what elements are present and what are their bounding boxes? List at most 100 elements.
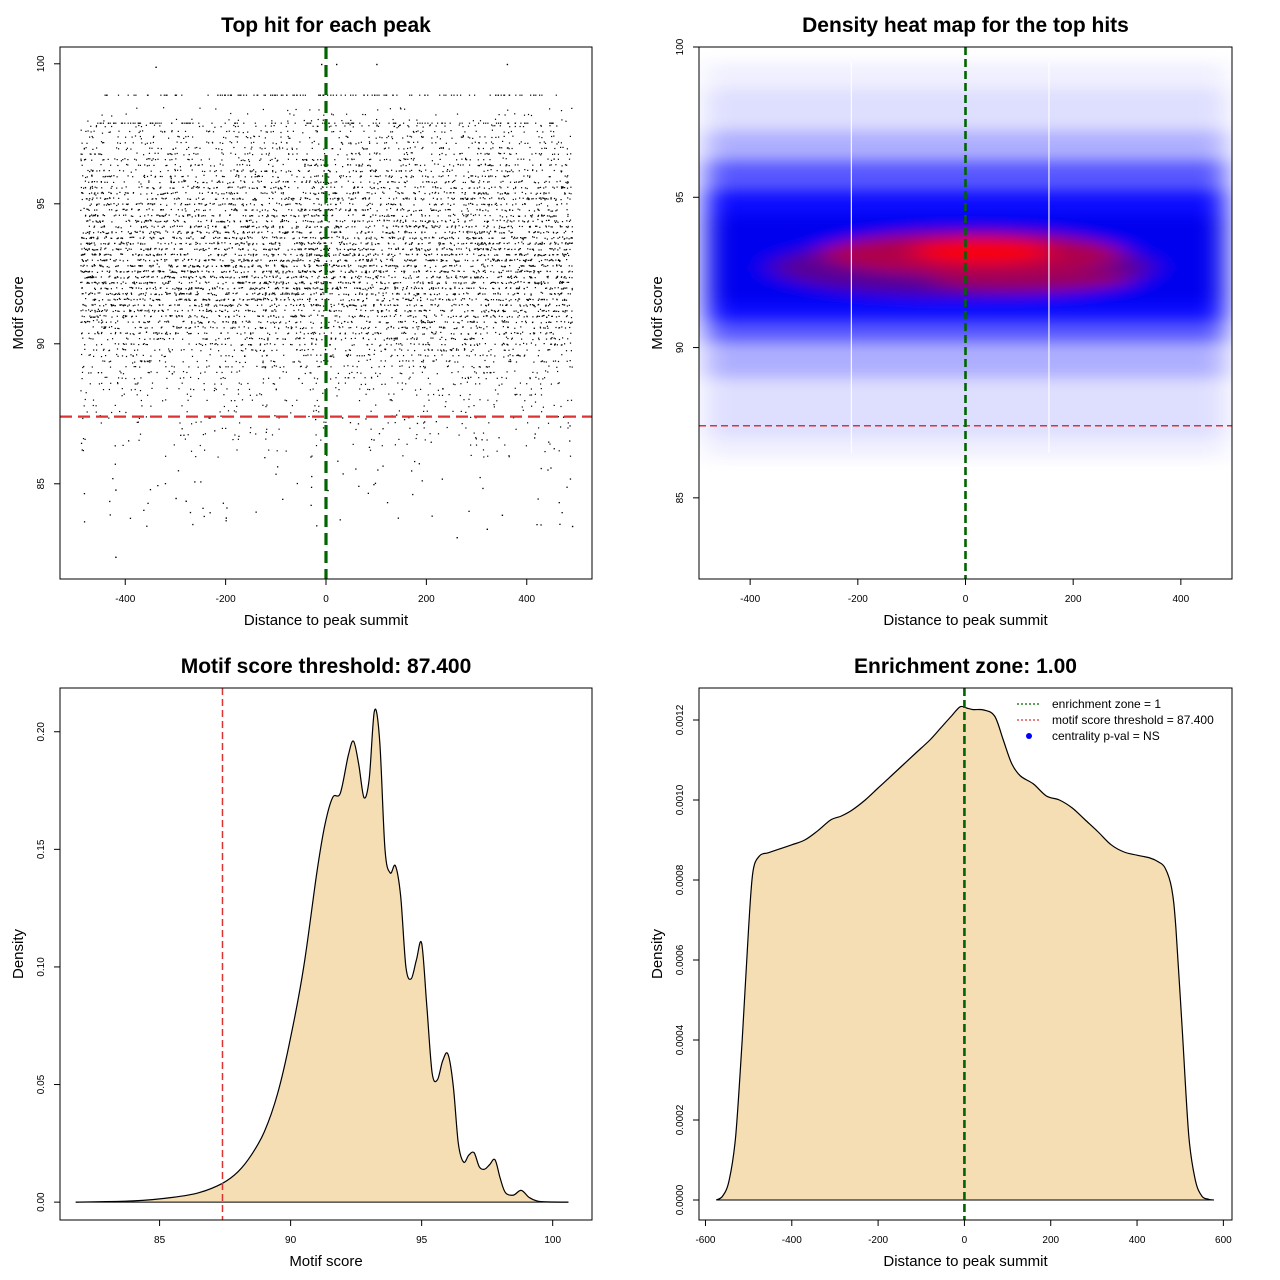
scatter-point [173,277,175,279]
scatter-point [329,293,331,295]
scatter-point [501,376,503,379]
scatter-point [372,271,375,273]
scatter-point [116,238,118,240]
scatter-point [123,271,125,273]
scatter-point [429,309,431,311]
scatter-point [252,287,254,290]
scatter-point [545,370,547,372]
scatter-point [460,283,462,285]
scatter-point [370,310,372,312]
scatter-point [222,310,224,313]
scatter-point [100,422,102,424]
scatter-point [127,305,129,307]
scatter-point [410,277,412,279]
scatter-point [473,248,476,250]
scatter-point [383,339,385,341]
scatter-point [169,292,171,295]
scatter-point [262,293,264,295]
scatter-point [549,259,551,261]
scatter-point [412,260,414,262]
scatter-point [252,264,254,266]
scatter-point [401,373,403,375]
scatter-point [249,288,251,290]
scatter-point [500,247,502,250]
scatter-point [411,248,413,250]
scatter-point [102,266,104,268]
scatter-point [353,344,355,346]
scatter-point [82,254,84,256]
scatter-point [253,231,255,233]
scatter-point [305,366,307,369]
scatter-point [156,259,158,261]
scatter-point [556,265,558,267]
scatter-point [411,299,413,301]
scatter-point [457,260,459,262]
scatter-point [318,304,320,306]
scatter-point [408,366,410,368]
scatter-point [81,271,83,273]
scatter-point [510,276,512,278]
scatter-point [127,249,129,251]
scatter-point [450,310,452,312]
scatter-point [518,298,521,300]
scatter-point [179,253,182,255]
scatter-point [365,332,367,335]
scatter-point [191,321,193,323]
scatter-point [346,254,348,256]
scatter-point [206,310,208,312]
scatter-point [362,266,364,268]
scatter-point [163,271,165,273]
scatter-point [310,372,312,374]
scatter-point [458,270,460,272]
scatter-point [81,293,83,295]
scatter-point [385,270,387,272]
scatter-point [358,282,360,284]
scatter-point [510,275,512,277]
scatter-point [278,304,280,306]
scatter-point [183,349,185,351]
scatter-point [514,327,516,329]
scatter-point [465,247,468,249]
scatter-point [396,338,398,340]
scatter-point [273,264,276,266]
scatter-point [466,304,468,306]
scatter-point [514,293,516,295]
scatter-point [275,259,277,261]
scatter-point [118,292,120,294]
scatter-point [564,327,567,329]
scatter-point [365,310,367,312]
scatter-point [452,383,455,385]
scatter-point [150,305,153,307]
scatter-point [450,248,452,250]
scatter-point [135,253,137,255]
scatter-point [215,265,218,267]
scatter-point [367,354,370,356]
scatter-point [206,338,208,340]
scatter-point [431,321,433,323]
scatter-point [427,355,429,357]
scatter-point [217,299,219,301]
scatter-point [127,231,129,233]
scatter-point [115,248,117,250]
scatter-point [274,303,276,305]
scatter-point [415,271,418,273]
scatter-point [166,377,168,379]
scatter-point [139,366,141,368]
scatter-point [312,332,314,334]
scatter-point [457,321,459,324]
scatter-point [235,243,237,245]
scatter-point [261,366,263,368]
scatter-point [91,292,93,294]
scatter-point [173,237,175,239]
scatter-point [309,297,311,299]
scatter-point [554,360,557,362]
scatter-point [480,236,482,239]
scatter-point [259,298,261,300]
scatter-point [501,282,503,284]
scatter-point [169,333,171,335]
scatter-point [359,315,361,317]
scatter-point [97,238,99,240]
scatter-point [502,321,504,323]
scatter-point [485,305,487,307]
scatter-point [185,327,187,329]
